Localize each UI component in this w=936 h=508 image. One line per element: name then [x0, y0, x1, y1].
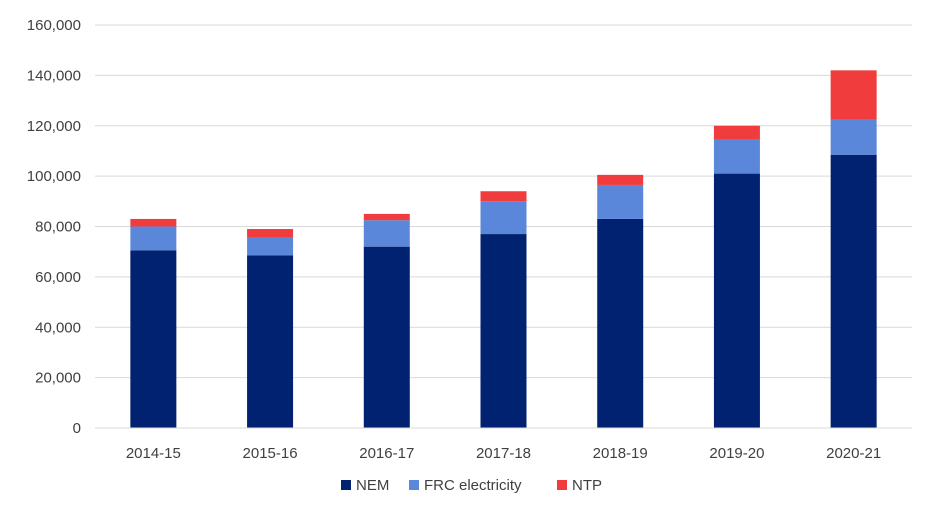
y-tick-label: 120,000 [27, 118, 81, 135]
bar-ntp-2016-17 [363, 213, 410, 221]
x-tick-label: 2017-18 [476, 445, 531, 462]
legend-swatch-ntp [557, 480, 567, 490]
x-tick-label: 2020-21 [826, 445, 881, 462]
bar-frc-electricity-2020-21 [830, 119, 877, 155]
x-tick-label: 2014-15 [126, 445, 181, 462]
bars [130, 70, 877, 428]
y-tick-label: 160,000 [27, 17, 81, 34]
bar-ntp-2017-18 [480, 191, 527, 202]
y-tick-label: 40,000 [35, 319, 81, 336]
x-tick-label: 2016-17 [359, 445, 414, 462]
legend-label: NEM [356, 477, 389, 494]
y-axis: 0 20,000 40,000 60,000 80,000 100,000 120,000 1… [27, 17, 81, 437]
x-axis: 2014-15 2015-16 2016-17 2017-18 2018-19 2019-… [95, 427, 912, 462]
y-tick-label: 60,000 [35, 269, 81, 286]
y-tick-label: 0 [73, 420, 81, 437]
x-tick-label: 2019-20 [709, 445, 764, 462]
y-tick-label: 20,000 [35, 370, 81, 387]
bar-ntp-2018-19 [597, 174, 644, 185]
y-tick-label: 80,000 [35, 219, 81, 236]
x-tick-label: 2015-16 [243, 445, 298, 462]
bar-nem-2016-17 [363, 246, 410, 428]
bar-frc-electricity-2014-15 [130, 226, 177, 251]
bar-nem-2014-15 [130, 250, 177, 428]
legend-label: NTP [572, 477, 602, 494]
y-tick-label: 100,000 [27, 168, 81, 185]
legend-label: FRC electricity [424, 477, 522, 494]
bar-nem-2017-18 [480, 234, 527, 428]
bar-nem-2019-20 [713, 173, 760, 428]
bar-nem-2020-21 [830, 154, 877, 428]
legend-swatch-nem [341, 480, 351, 490]
bar-frc-electricity-2017-18 [480, 201, 527, 235]
bar-frc-electricity-2015-16 [247, 237, 294, 256]
y-tick-label: 140,000 [27, 67, 81, 84]
bar-nem-2015-16 [247, 255, 294, 428]
bar-nem-2018-19 [597, 218, 644, 428]
bar-ntp-2015-16 [247, 229, 294, 238]
bar-ntp-2020-21 [830, 70, 877, 120]
bar-ntp-2019-20 [713, 125, 760, 140]
bar-frc-electricity-2016-17 [363, 220, 410, 247]
bar-frc-electricity-2018-19 [597, 184, 644, 219]
x-tick-label: 2018-19 [593, 445, 648, 462]
legend: NEM FRC electricity NTP [341, 477, 602, 494]
legend-swatch-frc-electricity [409, 480, 419, 490]
bar-frc-electricity-2019-20 [713, 139, 760, 174]
bar-ntp-2014-15 [130, 218, 177, 227]
